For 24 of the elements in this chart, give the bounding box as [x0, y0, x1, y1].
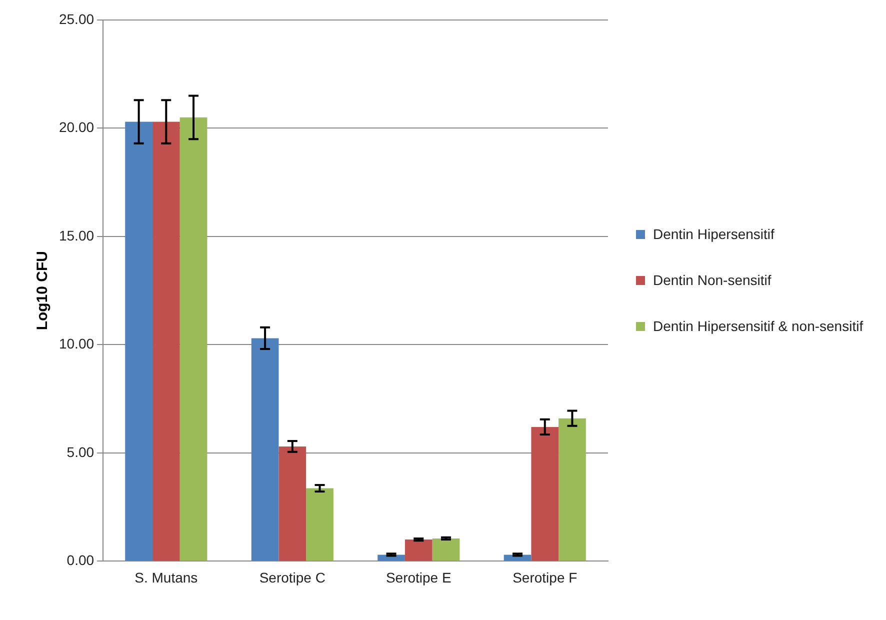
bar: [404, 540, 432, 561]
bar: [558, 418, 586, 561]
bar: [152, 122, 180, 561]
x-tick-label: Serotipe F: [512, 569, 578, 586]
bar: [432, 538, 460, 561]
bar: [278, 446, 306, 561]
y-tick-label: 20.00: [58, 119, 94, 136]
legend-label: Dentin Non-sensitif: [653, 272, 772, 288]
bar: [306, 488, 334, 561]
bar: [180, 117, 208, 561]
y-tick-label: 10.00: [58, 336, 94, 352]
legend-label: Dentin Hipersensitif: [653, 226, 774, 242]
y-axis-title: Log10 CFU: [34, 251, 52, 330]
x-tick-label: Serotipe E: [386, 569, 452, 586]
x-tick-label: S. Mutans: [134, 569, 198, 586]
bar: [251, 338, 279, 561]
y-tick-label: 0.00: [66, 552, 94, 568]
legend-label: Dentin Hipersensitif & non-sensitif: [653, 318, 864, 334]
y-tick-label: 15.00: [58, 227, 94, 244]
y-tick-label: 5.00: [66, 444, 94, 460]
y-tick-label: 25.00: [58, 10, 94, 27]
bar: [125, 122, 152, 561]
x-tick-label: Serotipe C: [259, 569, 326, 586]
bar: [531, 426, 559, 561]
